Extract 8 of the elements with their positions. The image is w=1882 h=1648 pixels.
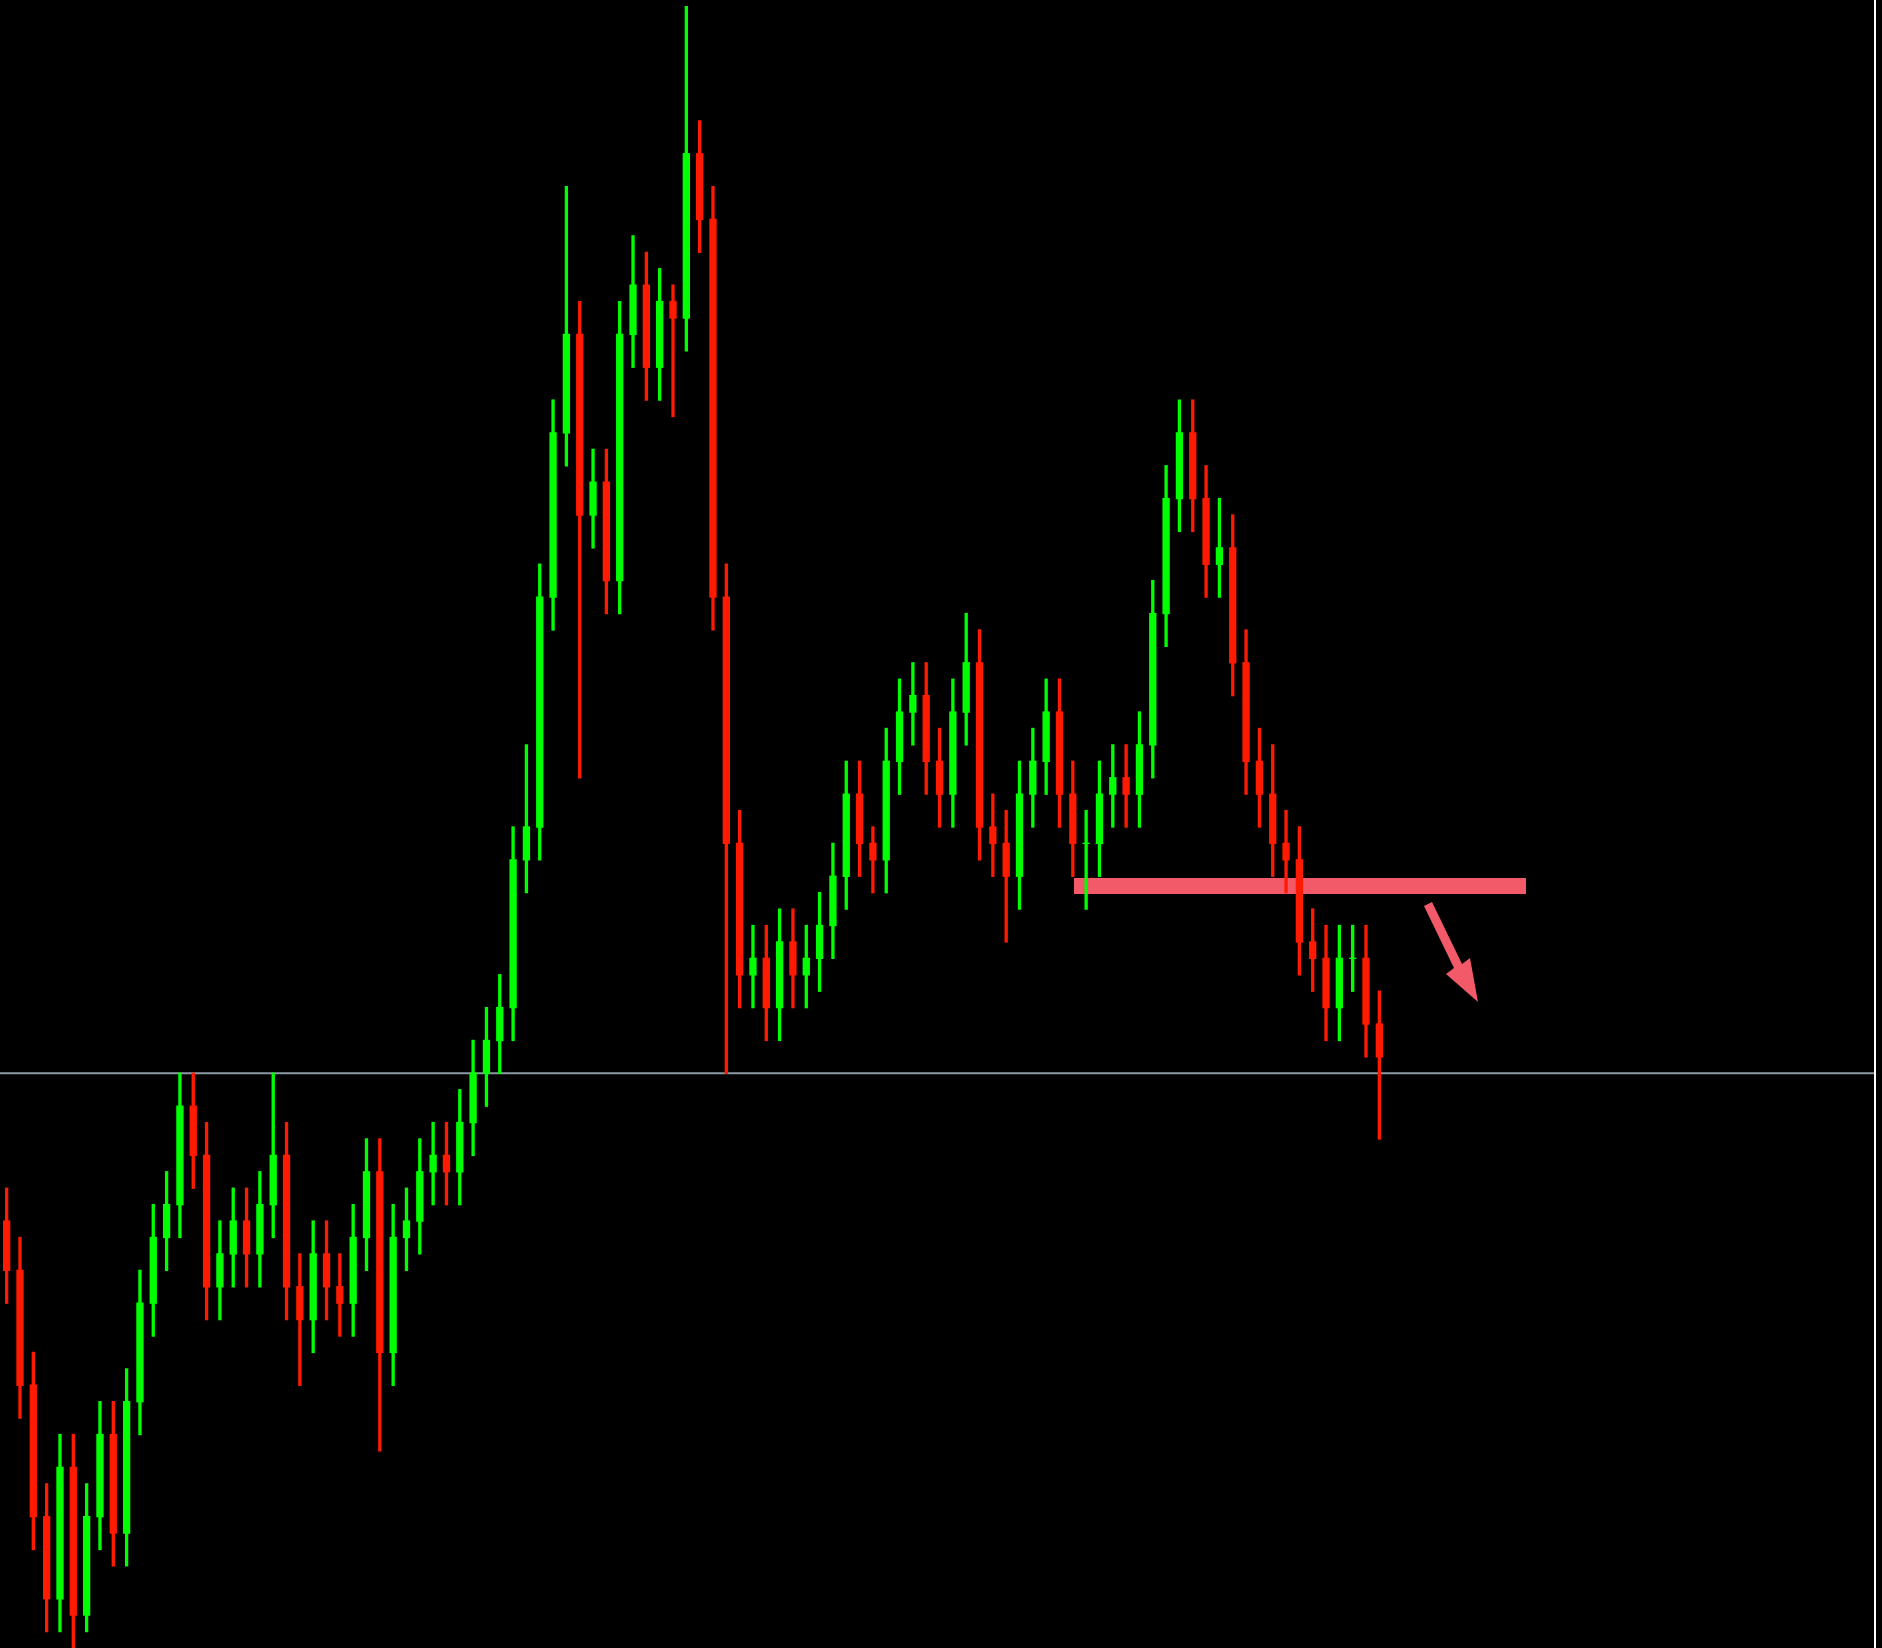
- candlestick: [296, 1253, 304, 1386]
- candlestick: [749, 924, 757, 1009]
- candlestick: [909, 662, 917, 746]
- candlestick: [989, 793, 997, 877]
- candlestick: [1122, 744, 1130, 828]
- candlestick: [669, 284, 677, 418]
- candlestick: [429, 1121, 437, 1206]
- candlestick: [1282, 809, 1290, 894]
